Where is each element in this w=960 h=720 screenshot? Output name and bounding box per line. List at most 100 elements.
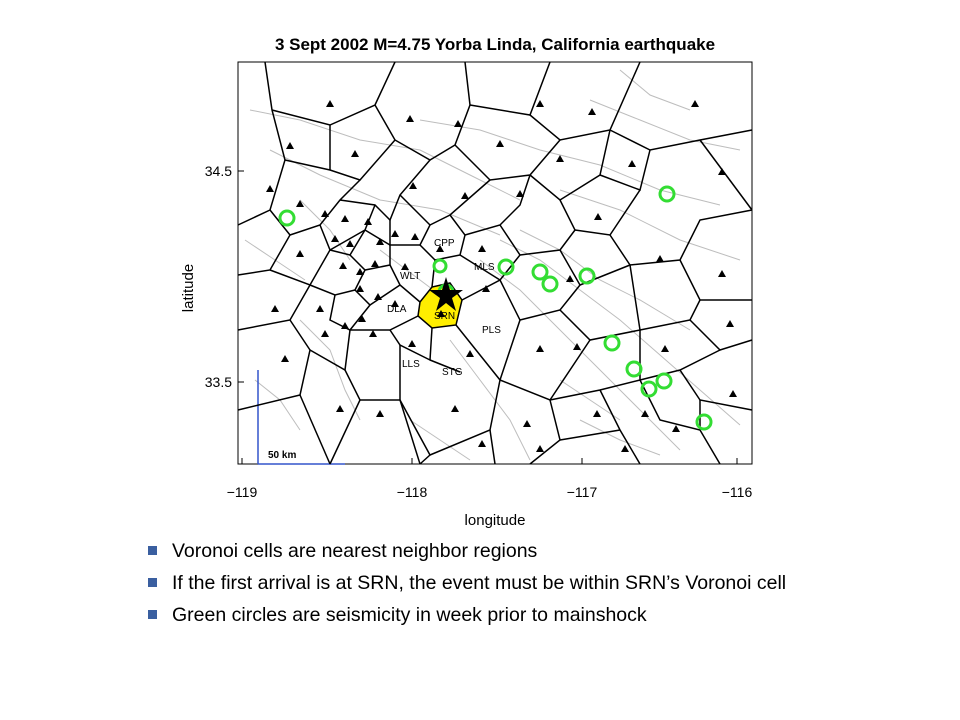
seismicity-circle: [655, 372, 673, 390]
station-marker: [594, 213, 602, 220]
epicenter-star-icon: [429, 277, 463, 311]
station-marker: [336, 405, 344, 412]
station-marker: [621, 445, 629, 452]
station-marker: [271, 305, 279, 312]
voronoi-map-figure: 3 Sept 2002 M=4.75 Yorba Linda, Californ…: [180, 35, 753, 529]
station-label-cpp: CPP: [434, 238, 455, 249]
seismicity-circle: [541, 275, 559, 293]
station-marker: [406, 115, 414, 122]
station-marker: [454, 120, 462, 127]
station-marker: [588, 108, 596, 115]
station-marker: [451, 405, 459, 412]
station-label-srn: SRN: [434, 311, 455, 322]
bullet-text: Voronoi cells are nearest neighbor regio…: [172, 540, 538, 562]
seismicity-circle: [640, 380, 658, 398]
seismicity-circle: [658, 185, 676, 203]
station-marker: [656, 255, 664, 262]
station-marker: [296, 250, 304, 257]
station-marker: [566, 275, 574, 282]
seismicity-circles: [278, 185, 713, 431]
station-marker: [411, 233, 419, 240]
station-marker: [266, 185, 274, 192]
station-marker: [401, 263, 409, 270]
seismicity-circle: [695, 413, 713, 431]
station-marker: [391, 300, 399, 307]
station-marker: [369, 330, 377, 337]
x-tick-label: −119: [227, 484, 258, 500]
station-marker: [356, 268, 364, 275]
x-axis-label: longitude: [465, 512, 526, 529]
station-labels: CPP MLS WLT DLA SRN PLS LLS STG: [387, 238, 501, 378]
y-tick-label: 34.5: [205, 163, 232, 179]
station-marker: [321, 330, 329, 337]
station-label-dla: DLA: [387, 304, 407, 315]
station-marker: [376, 238, 384, 245]
bullet-marker-icon: [148, 546, 157, 555]
station-marker: [321, 210, 329, 217]
station-marker: [341, 215, 349, 222]
station-marker: [408, 340, 416, 347]
seismicity-circle: [278, 209, 296, 227]
station-marker: [374, 293, 382, 300]
station-marker: [331, 235, 339, 242]
seismicity-circle: [497, 258, 515, 276]
station-marker: [478, 440, 486, 447]
station-marker: [364, 218, 372, 225]
station-marker: [729, 390, 737, 397]
station-label-lls: LLS: [402, 359, 420, 370]
bullet-item: Voronoi cells are nearest neighbor regio…: [148, 540, 808, 563]
seismicity-circle: [625, 360, 643, 378]
bullet-item: If the first arrival is at SRN, the even…: [148, 572, 808, 595]
station-marker: [391, 230, 399, 237]
seismicity-circle: [432, 258, 448, 274]
station-marker: [482, 285, 490, 292]
station-marker: [437, 310, 445, 317]
scale-bar-label: 50 km: [268, 450, 296, 461]
station-marker: [496, 140, 504, 147]
station-marker: [536, 445, 544, 452]
station-marker: [409, 182, 417, 189]
station-marker: [556, 155, 564, 162]
station-label-stg: STG: [442, 367, 463, 378]
station-marker: [461, 192, 469, 199]
station-label-mls: MLS: [474, 262, 495, 273]
station-marker: [356, 285, 364, 292]
bullet-text: If the first arrival is at SRN, the even…: [172, 572, 787, 594]
station-marker: [573, 343, 581, 350]
station-marker: [466, 350, 474, 357]
figure-title: 3 Sept 2002 M=4.75 Yorba Linda, Californ…: [275, 35, 715, 54]
station-marker: [351, 150, 359, 157]
station-marker: [358, 315, 366, 322]
station-marker: [691, 100, 699, 107]
station-marker: [339, 262, 347, 269]
seismic-stations: [266, 100, 737, 452]
station-marker: [718, 270, 726, 277]
station-marker: [641, 410, 649, 417]
bullet-list: Voronoi cells are nearest neighbor regio…: [148, 540, 808, 636]
station-marker: [346, 240, 354, 247]
station-marker: [661, 345, 669, 352]
station-marker: [478, 245, 486, 252]
station-marker: [296, 200, 304, 207]
axis-ticks: [238, 170, 738, 464]
station-marker: [672, 425, 680, 432]
station-marker: [516, 190, 524, 197]
station-marker: [593, 410, 601, 417]
seismicity-circle: [531, 263, 549, 281]
y-tick-labels: 34.5 33.5: [205, 163, 232, 390]
station-marker: [718, 168, 726, 175]
station-marker: [286, 142, 294, 149]
x-tick-label: −117: [567, 484, 598, 500]
bullet-item: Green circles are seismicity in week pri…: [148, 604, 808, 627]
bullet-marker-icon: [148, 610, 157, 619]
x-tick-label: −118: [397, 484, 428, 500]
bullet-text: Green circles are seismicity in week pri…: [172, 604, 647, 626]
station-marker: [436, 245, 444, 252]
x-tick-label: −116: [722, 484, 753, 500]
station-label-pls: PLS: [482, 325, 501, 336]
bullet-marker-icon: [148, 578, 157, 587]
station-marker: [628, 160, 636, 167]
station-marker: [341, 322, 349, 329]
seismicity-circle: [603, 334, 621, 352]
station-marker: [376, 410, 384, 417]
